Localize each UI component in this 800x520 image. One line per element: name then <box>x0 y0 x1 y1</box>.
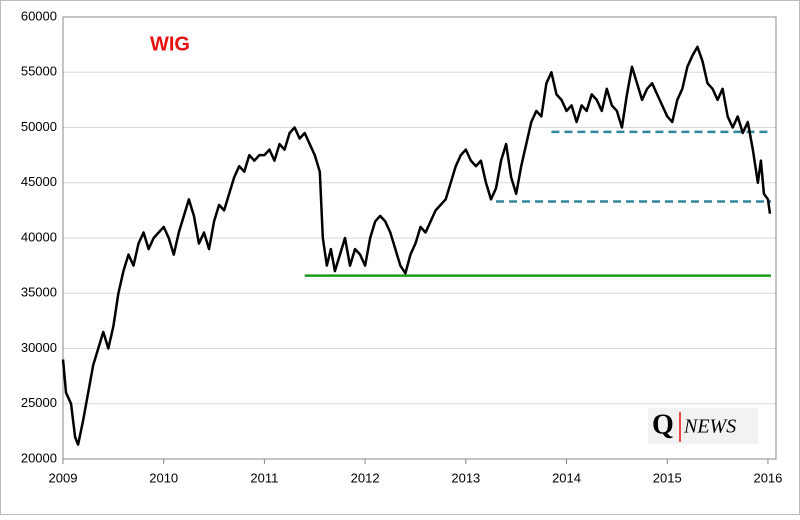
y-tick-label: 45000 <box>21 174 57 189</box>
y-tick-label: 20000 <box>21 450 57 465</box>
x-tick-label: 2016 <box>753 470 782 485</box>
logo-news: NEWS <box>683 416 736 438</box>
x-tick-label: 2015 <box>653 470 682 485</box>
x-tick-label: 2012 <box>351 470 380 485</box>
logo-bg <box>648 408 758 444</box>
chart-title: WIG <box>150 33 190 55</box>
plot-border <box>62 16 777 460</box>
y-tick-label: 60000 <box>21 8 57 23</box>
x-tick-label: 2010 <box>149 470 178 485</box>
x-tick-label: 2009 <box>49 470 78 485</box>
x-tick-label: 2014 <box>552 470 581 485</box>
y-tick-label: 55000 <box>21 64 57 79</box>
y-tick-label: 25000 <box>21 395 57 410</box>
y-tick-label: 35000 <box>21 285 57 300</box>
y-tick-label: 30000 <box>21 340 57 355</box>
logo-q: Q <box>652 409 674 440</box>
x-tick-label: 2011 <box>250 470 278 485</box>
logo: Q NEWS <box>648 408 758 444</box>
y-tick-label: 50000 <box>21 119 57 134</box>
data-line <box>61 45 772 446</box>
x-tick-label: 2013 <box>451 470 480 485</box>
y-tick-label: 40000 <box>21 229 57 244</box>
